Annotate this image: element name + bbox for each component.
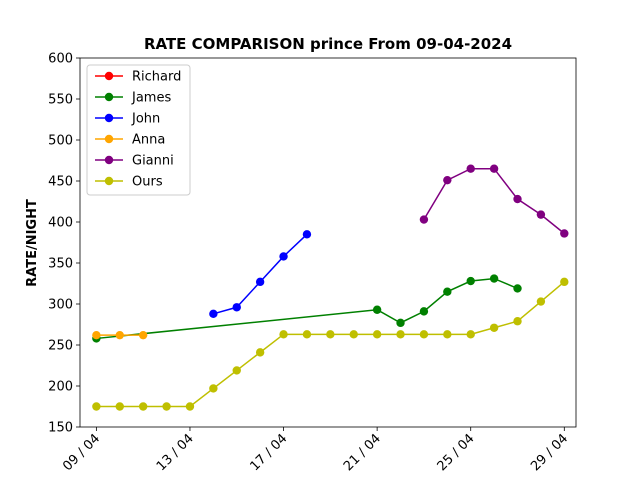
data-point [466,164,475,173]
data-point [185,402,195,411]
legend-label: James [131,91,171,106]
legend-swatch-marker [104,176,114,186]
series-james [92,274,522,343]
data-point [396,330,405,339]
data-point [209,384,218,393]
data-point [255,348,265,357]
data-point [326,330,335,339]
y-tick-label: 350 [48,257,73,272]
legend-label: John [131,112,160,127]
data-point [232,303,241,312]
data-point [443,287,452,296]
y-tick-label: 500 [48,134,73,149]
data-point [302,330,312,339]
data-point [302,230,312,239]
chart-title: RATE COMPARISON prince From 09-04-2024 [144,35,512,53]
data-point [466,276,475,286]
data-point [396,318,405,328]
data-point [489,274,499,283]
legend-item-gianni: Gianni [95,154,174,169]
data-point [349,330,358,339]
y-axis-label: RATE/NIGHT [25,199,40,287]
legend-swatch-marker [104,71,114,81]
data-point [419,330,429,339]
data-point [419,215,429,224]
y-tick-label: 600 [48,52,73,67]
legend-item-john: John [95,112,160,127]
data-point [255,277,265,287]
data-point [162,402,171,411]
data-point [92,402,101,411]
y-tick-label: 250 [48,339,73,354]
legend-swatch-marker [104,134,114,144]
legend-label: Ours [132,175,163,190]
legend-swatch-marker [104,92,114,102]
y-tick-label: 200 [48,380,73,395]
series-john [209,230,312,319]
series-gianni [419,164,569,238]
y-tick-label: 400 [48,216,73,231]
data-point [232,366,241,375]
data-point [489,164,499,173]
legend-label: Gianni [132,154,174,169]
legend: Richard James John Anna Gianni Ours [86,64,191,196]
legend-item-ours: Ours [95,175,163,190]
data-point [443,330,452,339]
data-point [560,229,569,238]
data-point [513,194,522,204]
y-tick-label: 550 [48,93,73,108]
legend-item-anna: Anna [95,133,165,148]
data-point [372,330,382,339]
plot-area [92,164,569,411]
series-ours [92,277,569,411]
data-point [372,305,382,314]
legend-item-james: James [95,91,171,106]
data-point [466,330,475,339]
legend-swatch-marker [104,155,114,165]
data-point [279,252,288,261]
data-point [419,307,429,316]
y-tick-label: 450 [48,175,73,190]
data-point [489,323,499,332]
data-point [560,277,569,287]
data-point [513,284,522,293]
data-point [115,402,124,411]
series-anna [92,330,148,340]
y-tick-label: 300 [48,298,73,313]
data-point [138,402,148,411]
data-point [115,330,124,340]
data-point [536,210,546,219]
legend-label: Richard [132,70,181,85]
legend-item-richard: Richard [95,70,181,85]
data-point [443,175,452,185]
data-point [513,317,522,326]
data-point [279,330,288,339]
legend-label: Anna [132,133,165,148]
data-point [138,330,148,340]
data-point [536,297,546,306]
y-tick-label: 150 [48,421,73,436]
data-point [92,330,101,340]
legend-swatch-marker [104,113,114,123]
data-point [209,309,218,319]
plot-frame [79,57,577,428]
